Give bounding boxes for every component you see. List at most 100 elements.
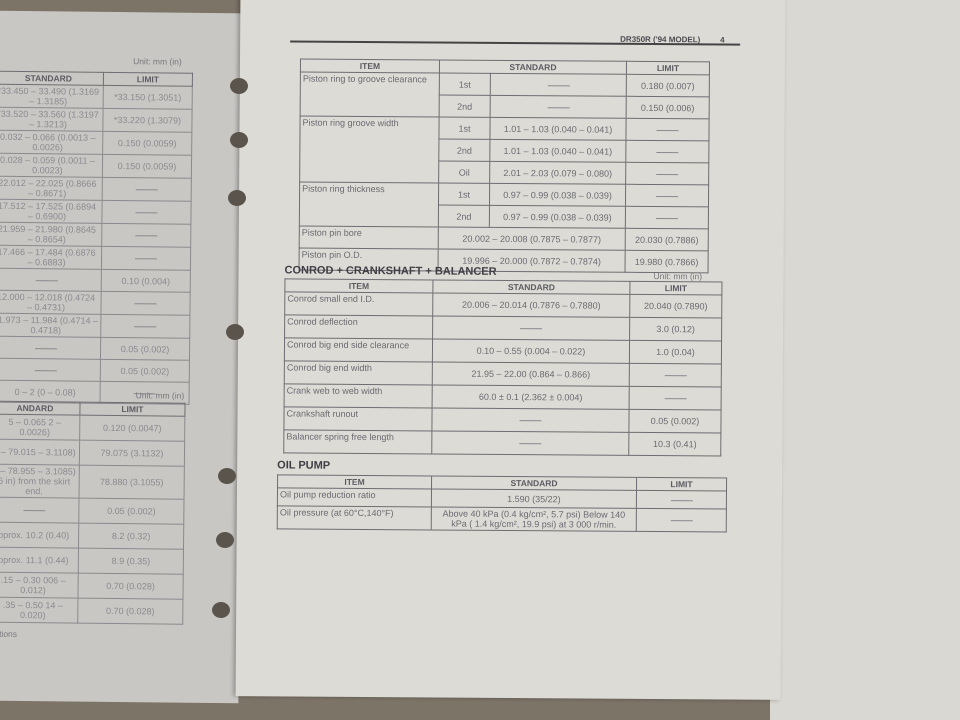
sub-cell: 2nd xyxy=(438,138,490,162)
table-row: 0.05 (0.002) xyxy=(0,497,185,525)
dash-mark xyxy=(135,235,158,237)
standard-cell xyxy=(0,497,80,524)
standard-cell xyxy=(490,73,627,97)
standard-cell: .15 – 0.30 006 – 0.012) xyxy=(0,572,79,599)
dash-mark xyxy=(670,499,693,501)
table-row: 0.05 (0.002) xyxy=(0,336,190,361)
standard-cell: 17.466 – 17.484 (0.6876 – 0.6883) xyxy=(0,245,102,270)
item-cell: Conrod big end side clearance xyxy=(284,337,433,362)
table-row: 0 – 79.015 – 3.1108) 79.075 (3.1132) xyxy=(0,439,185,467)
item-cell: Piston ring to groove clearance xyxy=(300,72,440,117)
table-row: 12.000 – 12.018 (0.4724 – 0.4731) xyxy=(0,290,191,316)
item-cell: Crank web to web width xyxy=(284,383,433,408)
table-row: Conrod small end I.D. 20.006 – 20.014 (0.… xyxy=(284,291,722,318)
item-cell: Oil pump reduction ratio xyxy=(277,487,432,507)
standard-cell: Above 40 kPa (0.4 kg/cm², 5.7 psi) Below… xyxy=(431,506,637,532)
table-row: .15 – 0.30 006 – 0.012) 0.70 (0.028) xyxy=(0,572,184,600)
standard-cell xyxy=(0,268,102,292)
limit-cell xyxy=(100,291,191,316)
conrod-heading: CONROD + CRANKSHAFT + BALANCER xyxy=(284,264,497,278)
table-row: Oil pressure (at 60°C,140°F) Above 40 kPa… xyxy=(277,505,727,533)
item-cell: Crankshaft runout xyxy=(283,406,433,431)
table-row: Conrod big end width 21.95 – 22.00 (0.864… xyxy=(284,360,722,387)
standard-cell xyxy=(0,336,101,360)
dash-mark xyxy=(134,303,157,305)
limit-cell xyxy=(625,118,710,141)
item-cell: Piston ring groove width xyxy=(299,116,440,183)
table-row: *33.520 – 33.560 (1.3197 – 1.3213) *33.22… xyxy=(0,107,193,133)
standard-cell xyxy=(431,407,630,433)
column-header: LIMIT xyxy=(629,281,722,295)
standard-cell: 22.012 – 22.025 (0.8666 – 0.8671) xyxy=(0,176,103,201)
standard-cell: 0.97 – 0.99 (0.038 – 0.039) xyxy=(489,205,626,229)
sub-cell: 1st xyxy=(439,72,491,96)
dash-mark xyxy=(656,151,679,153)
dash-mark xyxy=(135,189,158,191)
limit-cell: 0.05 (0.002) xyxy=(628,409,722,433)
standard-cell: pprox. 10.2 (0.40) xyxy=(0,522,79,549)
limit-cell xyxy=(625,184,709,207)
limit-cell: 0.05 (0.002) xyxy=(78,498,185,525)
table-row: Piston ring to groove clearance 1st 0.180 … xyxy=(300,72,710,117)
table-row: 0 – 78.955 – 3.1085) 6 in) from the skir… xyxy=(0,464,185,500)
standard-cell: 2.01 – 2.03 (0.079 – 0.080) xyxy=(489,161,626,185)
limit-cell xyxy=(625,206,709,229)
table-row: 17.512 – 17.525 (0.6894 – 0.6900) xyxy=(0,199,192,225)
table-row: *33.450 – 33.490 (1.3169 – 1.3185) *33.15… xyxy=(0,84,193,110)
sub-cell: 2nd xyxy=(438,204,490,228)
dash-mark xyxy=(656,195,679,197)
limit-cell: 0.150 (0.0059) xyxy=(102,131,192,156)
limit-cell: 8.9 (0.35) xyxy=(78,548,184,575)
table-row: 11.973 – 11.984 (0.4714 – 0.4718) xyxy=(0,313,190,339)
dash-mark xyxy=(134,326,157,328)
limit-cell xyxy=(629,386,722,410)
table-row: Crank web to web width 60.0 ± 0.1 (2.362 … xyxy=(284,383,722,410)
limit-cell: 20.030 (0.7886) xyxy=(625,228,709,251)
column-header: ITEM xyxy=(284,278,433,293)
limit-cell xyxy=(636,508,727,533)
standard-cell: 1.590 (35/22) xyxy=(431,488,637,509)
standard-cell: *33.450 – 33.490 (1.3169 – 1.3185) xyxy=(0,84,104,109)
item-cell: Balancer spring free length xyxy=(283,429,432,454)
limit-cell xyxy=(101,246,191,271)
dash-mark xyxy=(34,369,57,372)
standard-cell: 20.006 – 20.014 (0.7876 – 0.7880) xyxy=(432,292,630,318)
table-row: 5 – 0.065 2 – 0.0026) 0.120 (0.0047) xyxy=(0,414,185,442)
sub-cell: 2nd xyxy=(439,94,491,118)
piston-spec-table: ITEM STANDARD LIMIT Piston ring to groove c… xyxy=(299,59,710,274)
limit-cell: 0.180 (0.007) xyxy=(626,74,710,97)
standard-cell: 1.01 – 1.03 (0.040 – 0.041) xyxy=(489,117,627,141)
table-row: Piston ring thickness 1st 0.97 – 0.99 (0.0… xyxy=(299,182,709,227)
table-row: pprox. 10.2 (0.40) 8.2 (0.32) xyxy=(0,522,184,550)
sub-cell: Oil xyxy=(438,160,490,184)
column-header: LIMIT xyxy=(626,61,710,75)
table-row: Balancer spring free length 10.3 (0.41) xyxy=(283,429,721,456)
limit-cell: 0.150 (0.0059) xyxy=(102,154,192,179)
standard-cell: 0.032 – 0.066 (0.0013 – 0.0026) xyxy=(0,130,103,155)
column-header: STANDARD xyxy=(0,71,104,86)
standard-cell: 11.973 – 11.984 (0.4714 – 0.4718) xyxy=(0,313,101,338)
item-cell: Oil pressure (at 60°C,140°F) xyxy=(277,505,432,530)
binder-hole xyxy=(230,132,248,148)
limit-cell xyxy=(102,177,192,202)
column-header: ITEM xyxy=(277,474,432,489)
unit-label: Unit: mm (in) xyxy=(135,390,185,401)
standard-cell: 21.959 – 21.980 (0.8645 – 0.8654) xyxy=(0,222,102,247)
binder-hole xyxy=(218,468,236,484)
dash-mark xyxy=(664,398,687,400)
left-spec-table-2: ANDARD LIMIT 5 – 0.065 2 – 0.0026) 0.120 (0… xyxy=(0,401,186,625)
sub-cell: 1st xyxy=(438,116,491,140)
dash-mark xyxy=(547,106,570,109)
limit-cell: 79.075 (3.1132) xyxy=(79,440,185,467)
limit-cell: 0.05 (0.002) xyxy=(100,359,190,383)
standard-cell: 17.512 – 17.525 (0.6894 – 0.6900) xyxy=(0,199,103,224)
limit-cell: 3.0 (0.12) xyxy=(629,317,722,341)
column-header: STANDARD xyxy=(439,59,627,75)
dash-mark xyxy=(670,520,693,522)
limit-cell: 78.880 (3.1055) xyxy=(79,465,185,500)
dash-mark xyxy=(519,420,542,422)
table-row: Conrod big end side clearance 0.10 – 0.55… xyxy=(284,337,722,364)
item-cell: Piston ring thickness xyxy=(299,182,439,227)
binder-hole xyxy=(226,324,244,340)
standard-cell: 0 – 78.955 – 3.1085) 6 in) from the skir… xyxy=(0,464,80,499)
